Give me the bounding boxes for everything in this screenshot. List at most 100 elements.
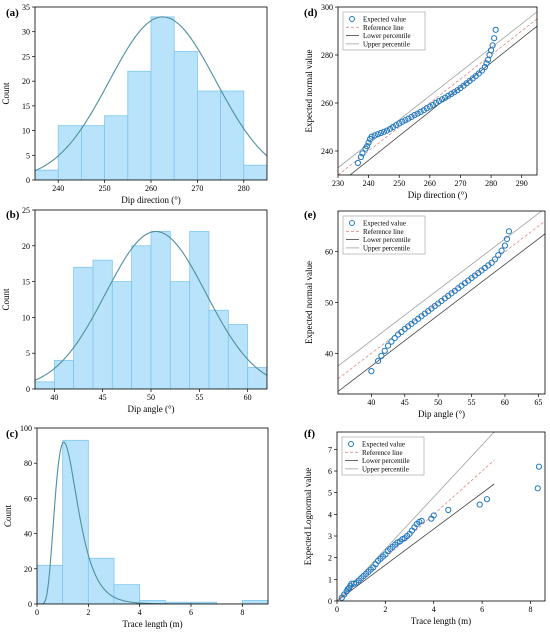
data-point [426,103,433,110]
y-axis-label: Expected normal value [304,50,314,133]
x-tick-label: 60 [501,398,509,407]
histogram-bar [73,266,94,389]
panel-label-a: (a) [6,7,19,19]
x-tick-label: 60 [244,393,252,402]
legend-label: Expected value [363,16,406,24]
data-point [388,338,395,345]
y-tick-label: 0 [26,176,30,185]
histogram-bar [169,281,191,389]
histogram-bar [173,51,198,180]
x-tick-label: 270 [191,184,203,193]
histogram-bar [247,367,267,389]
y-tick-label: 100 [20,424,32,433]
data-point [432,99,440,107]
histogram-bar [196,90,221,180]
data-point [483,60,490,67]
data-point [399,118,406,125]
data-point [368,368,375,375]
x-tick-label: 270 [454,179,466,188]
panel-label-e: (e) [304,209,317,221]
fit-curve [35,230,267,381]
x-tick-label: 40 [367,398,375,407]
x-tick-label: 230 [332,179,344,188]
plot-area [35,16,267,180]
histogram-bar [189,231,210,389]
x-tick-label: 4 [138,608,142,617]
data-point [481,63,489,71]
chart-b: 40 45 50 55 60 0 5 10 15 20 25 Dip angle (°) Count [1,206,268,414]
y-tick-label: 15 [22,278,30,287]
data-point [483,496,491,503]
data-point [402,117,409,124]
data-point [405,115,412,122]
legend-label: Upper percentile [363,40,410,48]
histogram-bar [113,584,141,604]
y-tick-label: 5 [26,151,30,160]
y-tick-label: 25 [22,52,30,61]
plot-frame [36,427,269,605]
lower-percentile-line [338,233,545,392]
x-tick-label: 8 [528,605,532,614]
fit-curve [35,16,267,172]
y-tick-label: 0 [26,385,30,394]
x-tick-label: 260 [145,184,157,193]
x-tick-label: 45 [99,393,107,402]
data-point [411,111,418,119]
x-tick-label: 45 [401,398,409,407]
data-point [503,235,511,243]
x-axis-label: Trace length (m) [411,616,471,626]
plot-area [338,211,545,392]
data-point [363,143,371,150]
histogram-bar [35,169,59,180]
y-tick-label: 260 [321,99,333,108]
histogram-bar [92,259,113,389]
data-point [445,92,452,99]
x-axis-label: Dip direction (°) [408,190,468,200]
x-tick-label: 0 [335,605,339,614]
y-tick-label: 15 [22,102,30,111]
x-tick-label: 260 [424,179,436,188]
histogram-bar [104,115,129,180]
data-point [354,159,361,167]
y-tick-label: 20 [24,565,32,574]
x-tick-label: 65 [534,398,542,407]
x-tick-label: 6 [480,605,484,614]
data-point [380,128,388,135]
x-tick-label: 55 [468,398,476,407]
data-point [488,259,495,266]
data-point [377,129,384,137]
data-point [423,105,430,112]
y-tick-label: 5 [26,349,30,358]
panel-label-d: (d) [304,7,318,19]
y-tick-label: 240 [321,147,333,156]
y-tick-label: 25 [22,206,30,215]
panel-label-b: (b) [6,209,20,221]
data-point [398,328,405,336]
y-tick-label: 50 [325,299,333,308]
x-tick-label: 280 [485,179,497,188]
y-tick-label: 30 [22,28,30,37]
y-tick-label: 7 [328,445,332,454]
plot-area [337,432,543,601]
legend-label: Reference line [363,228,404,236]
x-tick-label: 50 [434,398,442,407]
data-point [491,256,499,263]
y-axis-label: Expected normal value [304,261,314,344]
y-axis-label: Count [3,505,13,528]
histogram-bar [150,231,171,389]
data-point [501,242,509,249]
legend-label: Reference line [363,24,404,32]
y-tick-label: 3 [328,532,332,541]
y-tick-label: 5 [328,489,332,498]
data-point [478,67,485,74]
data-point [378,352,385,359]
y-tick-label: 0 [328,597,332,606]
legend-label: Lower percentile [362,457,410,465]
y-axis-label: Count [1,288,11,311]
y-tick-label: 1 [328,575,332,584]
histogram-bar [208,309,229,389]
